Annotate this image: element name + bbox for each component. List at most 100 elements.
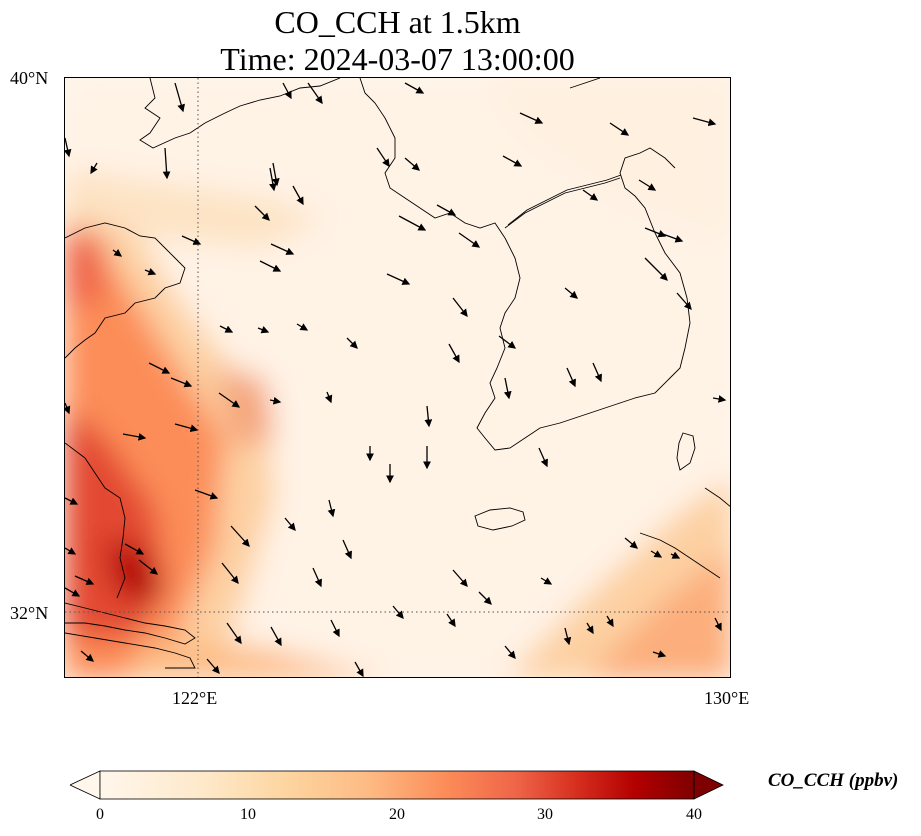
wind-vector-arrow <box>65 402 71 415</box>
wind-vector-arrow <box>65 547 77 555</box>
wind-vector-arrow <box>504 645 516 659</box>
wind-vectors <box>65 82 727 677</box>
wind-vector-arrow <box>448 343 460 364</box>
wind-vector-arrow <box>272 162 280 187</box>
wind-vector-arrow <box>218 392 241 408</box>
map-panel <box>64 77 731 678</box>
colorbar-tick-10: 10 <box>240 806 256 823</box>
wind-vector-arrow <box>582 189 599 201</box>
colorbar-tick-0: 0 <box>96 806 104 823</box>
wind-vector-arrow <box>312 567 322 588</box>
wind-vector-arrow <box>644 227 667 238</box>
wind-vector-arrow <box>670 551 681 559</box>
wind-vector-arrow <box>564 287 578 299</box>
colorbar-tick-20: 20 <box>389 806 405 823</box>
wind-vector-arrow <box>540 577 553 585</box>
wind-vector-arrow <box>458 232 481 248</box>
wind-vector-arrow <box>404 82 425 94</box>
concentration-field <box>65 78 730 677</box>
wind-vector-arrow <box>219 325 234 333</box>
wind-vector-arrow <box>194 489 219 500</box>
wind-vector-arrow <box>90 162 98 175</box>
wind-vector-arrow <box>566 367 576 388</box>
lat-label-32n: 32°N <box>10 603 49 623</box>
map-subtitle-time: Time: 2024-03-07 13:00:00 <box>220 41 575 77</box>
wind-vector-arrow <box>692 117 717 127</box>
wind-vector-arrow <box>327 499 336 518</box>
colorbar-tick-30: 30 <box>537 806 553 823</box>
wind-vector-arrow <box>206 658 220 674</box>
wind-vector-arrow <box>609 122 630 136</box>
wind-vector-arrow <box>354 661 364 677</box>
wind-vector-arrow <box>122 433 147 441</box>
wind-vector-arrow <box>162 147 171 180</box>
wind-vector-arrow <box>452 569 468 587</box>
wind-vector-arrow <box>181 235 202 245</box>
wind-vector-arrow <box>519 112 544 124</box>
wind-vector-arrow <box>221 562 239 585</box>
wind-vector-arrow <box>124 543 145 555</box>
wind-vector-arrow <box>65 497 79 505</box>
colorbar <box>69 770 724 800</box>
wind-vector-arrow <box>254 205 270 221</box>
wind-vector-arrow <box>65 137 72 158</box>
wind-vector-arrow <box>342 539 352 560</box>
map-title: CO_CCH at 1.5km <box>274 4 521 40</box>
wind-vector-arrow <box>148 362 171 374</box>
wind-vector-arrow <box>230 525 250 547</box>
map-canvas <box>65 78 730 677</box>
wind-vector-arrow <box>714 617 722 632</box>
wind-vector-arrow <box>650 550 663 558</box>
wind-vector-arrow <box>659 232 684 243</box>
wind-vector-arrow <box>284 517 296 531</box>
wind-vector-arrow <box>226 622 242 645</box>
wind-vector-arrow <box>436 204 457 216</box>
wind-vector-arrow <box>446 613 456 628</box>
wind-vector-arrow <box>74 575 95 585</box>
wind-vector-arrow <box>624 537 638 549</box>
wind-vector-arrow <box>269 167 277 192</box>
wind-vector-arrow <box>270 243 295 255</box>
colorbar-label: CO_CCH (ppbv) <box>768 770 899 791</box>
wind-vector-arrow <box>606 615 614 628</box>
wind-vector-arrow <box>112 248 123 257</box>
wind-vector-arrow <box>676 292 692 310</box>
wind-vector-arrow <box>296 323 309 331</box>
wind-vector-arrow <box>138 559 159 575</box>
wind-vector-arrow <box>644 257 668 281</box>
wind-vector-arrow <box>478 591 492 605</box>
lon-label-122e: 122°E <box>172 688 218 708</box>
wind-vector-arrow <box>259 260 282 272</box>
wind-vector-arrow <box>638 179 657 191</box>
wind-vector-arrow <box>563 627 572 646</box>
wind-vector-arrow <box>292 185 304 206</box>
wind-vector-arrow <box>392 605 404 619</box>
wind-vector-arrow <box>404 157 420 171</box>
wind-vector-arrow <box>712 395 727 403</box>
colorbar-tick-40: 40 <box>686 806 702 823</box>
wind-vector-arrow <box>170 377 193 388</box>
wind-vector-arrow <box>174 82 185 113</box>
wind-vector-arrow <box>307 82 323 105</box>
wind-vector-arrow <box>282 82 292 100</box>
wind-vector-arrow <box>257 325 270 334</box>
wind-vector-arrow <box>386 273 411 285</box>
lon-label-130e: 130°E <box>704 688 750 708</box>
wind-vector-arrow <box>502 155 523 167</box>
wind-vector-arrow <box>65 587 81 597</box>
wind-vector-arrow <box>452 297 468 318</box>
wind-vector-arrow <box>144 267 157 276</box>
wind-vector-arrow <box>538 447 548 468</box>
wind-vector-arrow <box>324 391 333 404</box>
wind-vector-arrow <box>652 650 667 658</box>
coastlines <box>65 78 730 669</box>
wind-vector-arrow <box>346 337 358 349</box>
wind-vector-arrow <box>174 423 199 433</box>
wind-vector-arrow <box>330 619 340 638</box>
wind-vector-arrow <box>503 377 512 400</box>
wind-vector-arrow <box>269 396 282 405</box>
wind-vector-arrow <box>270 626 282 647</box>
wind-vector-arrow <box>80 650 94 662</box>
lat-label-40n: 40°N <box>10 68 49 88</box>
